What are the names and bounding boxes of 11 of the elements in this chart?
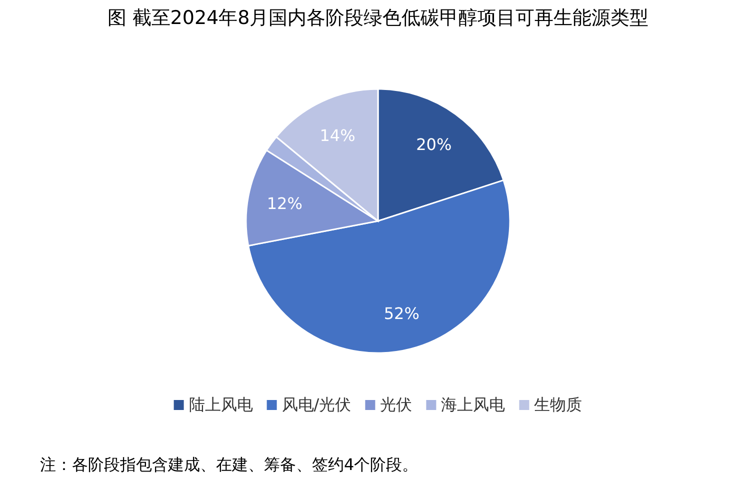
chart-title: 图 截至2024年8月国内各阶段绿色低碳甲醇项目可再生能源类型 [107, 7, 649, 29]
legend-label: 风电/光伏 [282, 395, 352, 414]
legend-label: 海上风电 [441, 395, 506, 414]
text: 注：各阶段指包含建成、在建、筹备、签约4个阶段。 [40, 455, 418, 474]
data-label: 20% [416, 135, 452, 154]
legend-label: 陆上风电 [188, 395, 253, 414]
legend-label: 生物质 [534, 395, 582, 414]
data-label: 12% [266, 194, 302, 214]
legend-label: 光伏 [380, 395, 412, 414]
data-label: 14% [320, 126, 356, 146]
data-label: 52% [384, 304, 420, 324]
